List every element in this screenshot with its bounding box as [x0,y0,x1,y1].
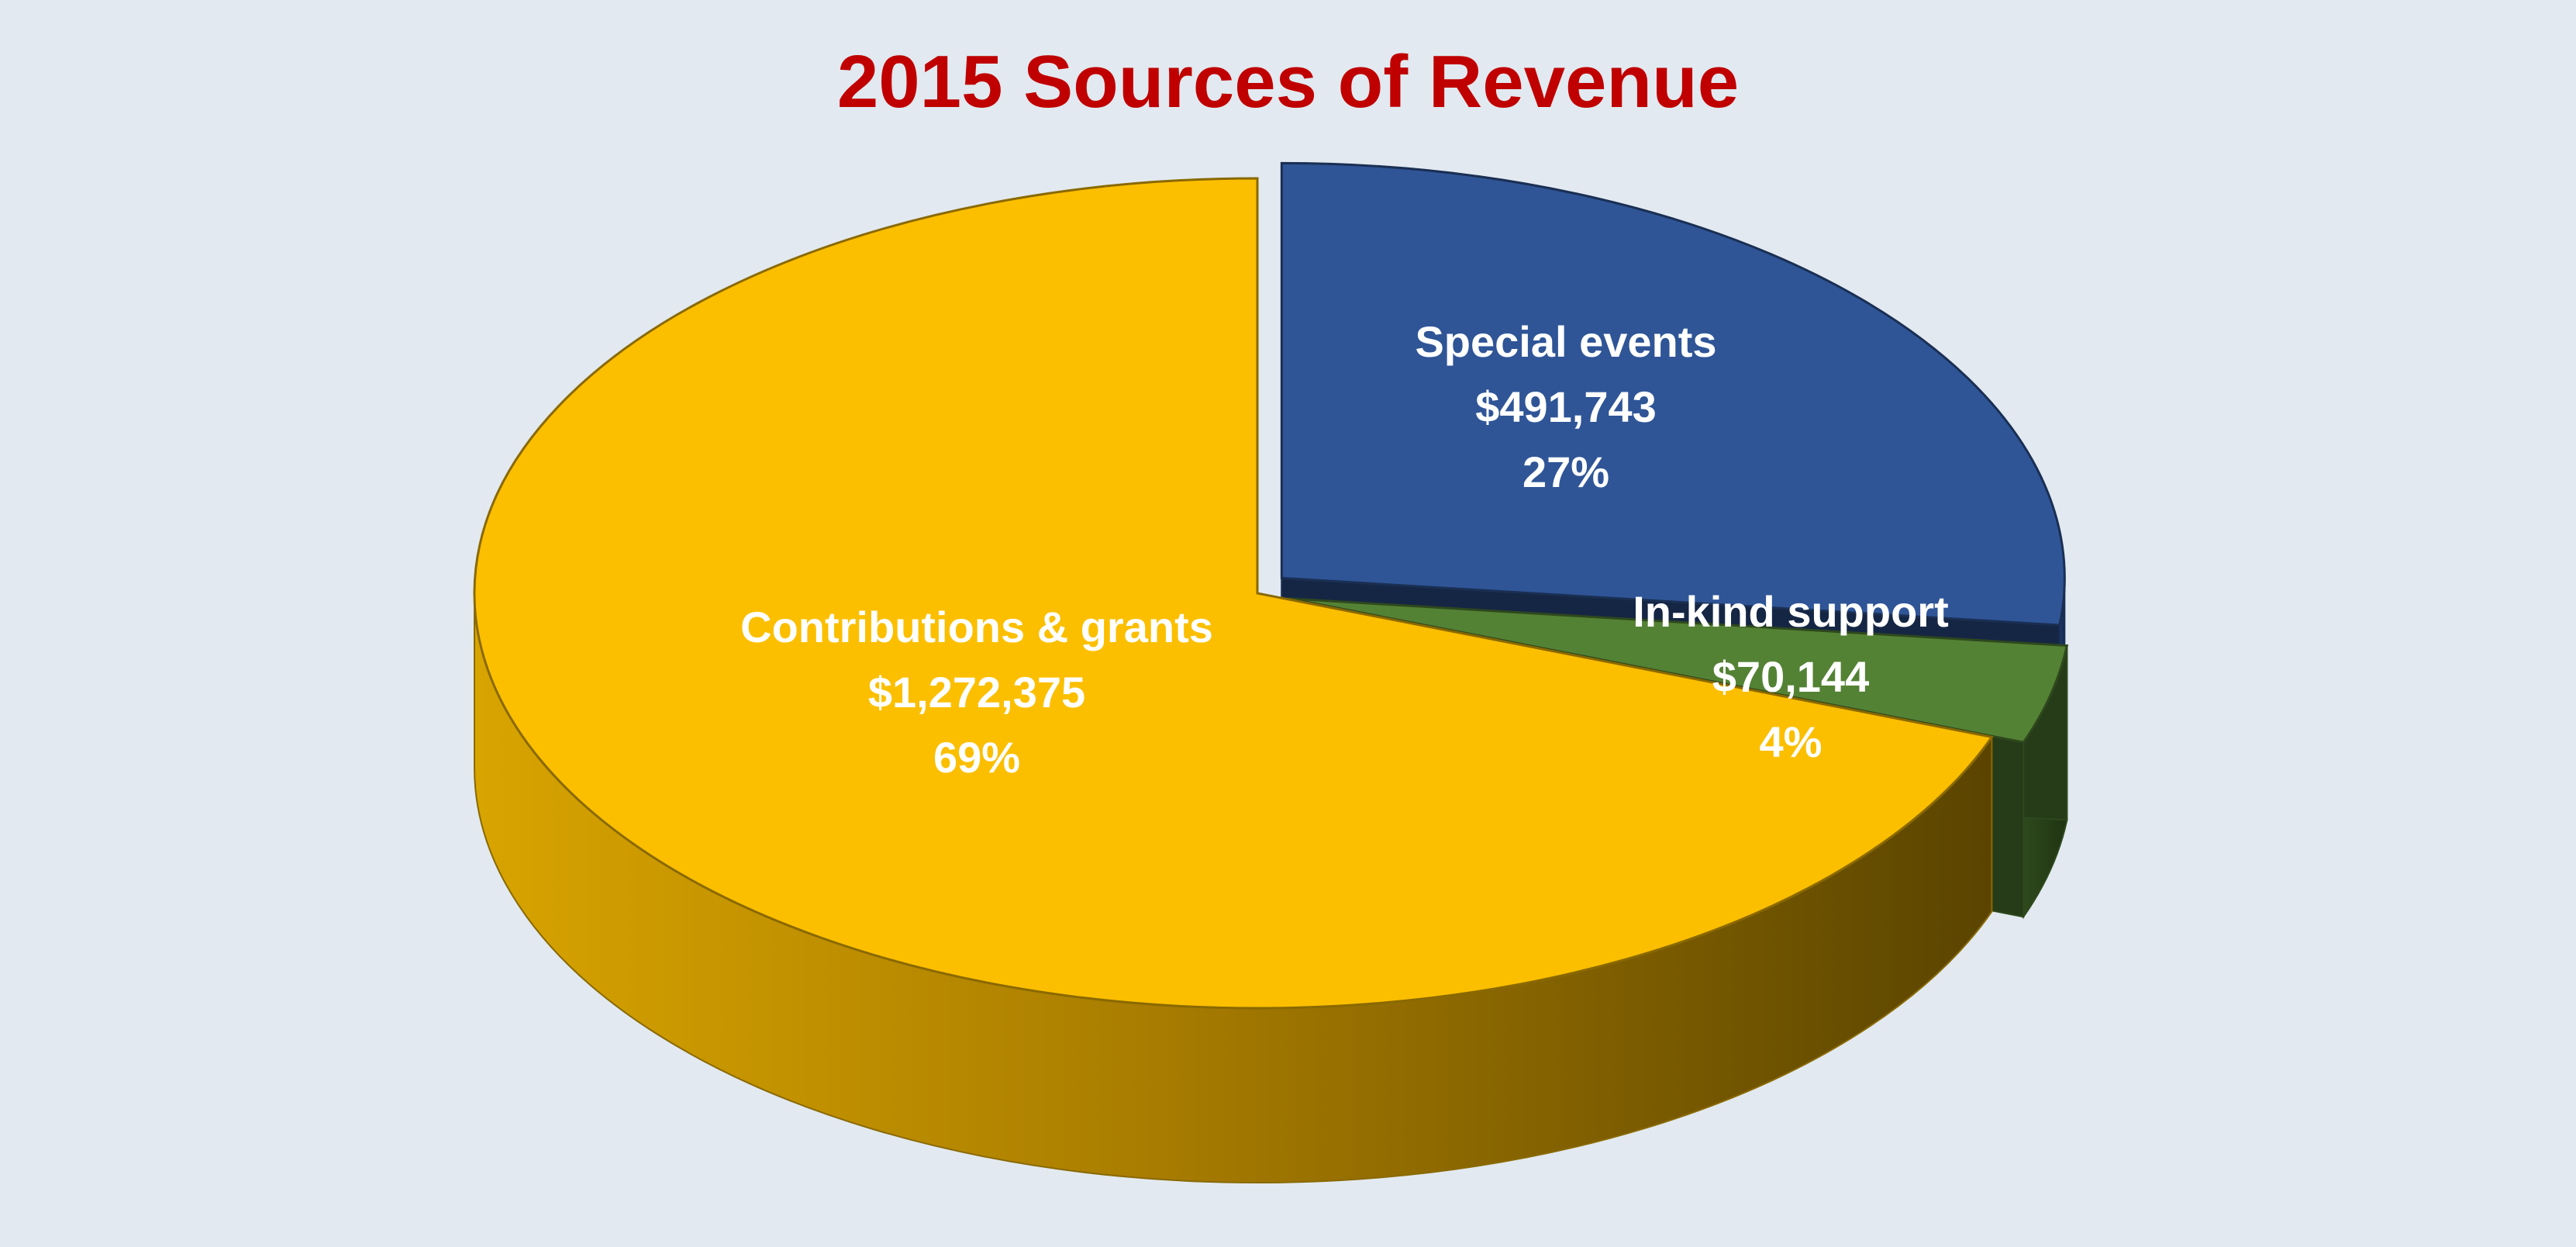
slice-name-label: In-kind support [1633,587,1949,636]
slice-percent-label: 4% [1760,717,1823,766]
slice-value-label: $491,743 [1475,382,1657,431]
pie-slice-contributions-grants [473,177,1994,1010]
slice-name-label: Contributions & grants [740,603,1213,651]
slice-value-label: $70,144 [1712,652,1869,701]
slice-percent-label: 69% [933,733,1020,782]
pie-slice-in-kind-support [1288,597,2069,744]
chart-title: 2015 Sources of Revenue [836,40,1740,123]
slice-value-label: $1,272,375 [868,668,1085,717]
slice-name-label: Special events [1415,317,1716,366]
pie-slice-special-events [1280,161,2066,627]
slice-percent-label: 27% [1522,447,1609,496]
